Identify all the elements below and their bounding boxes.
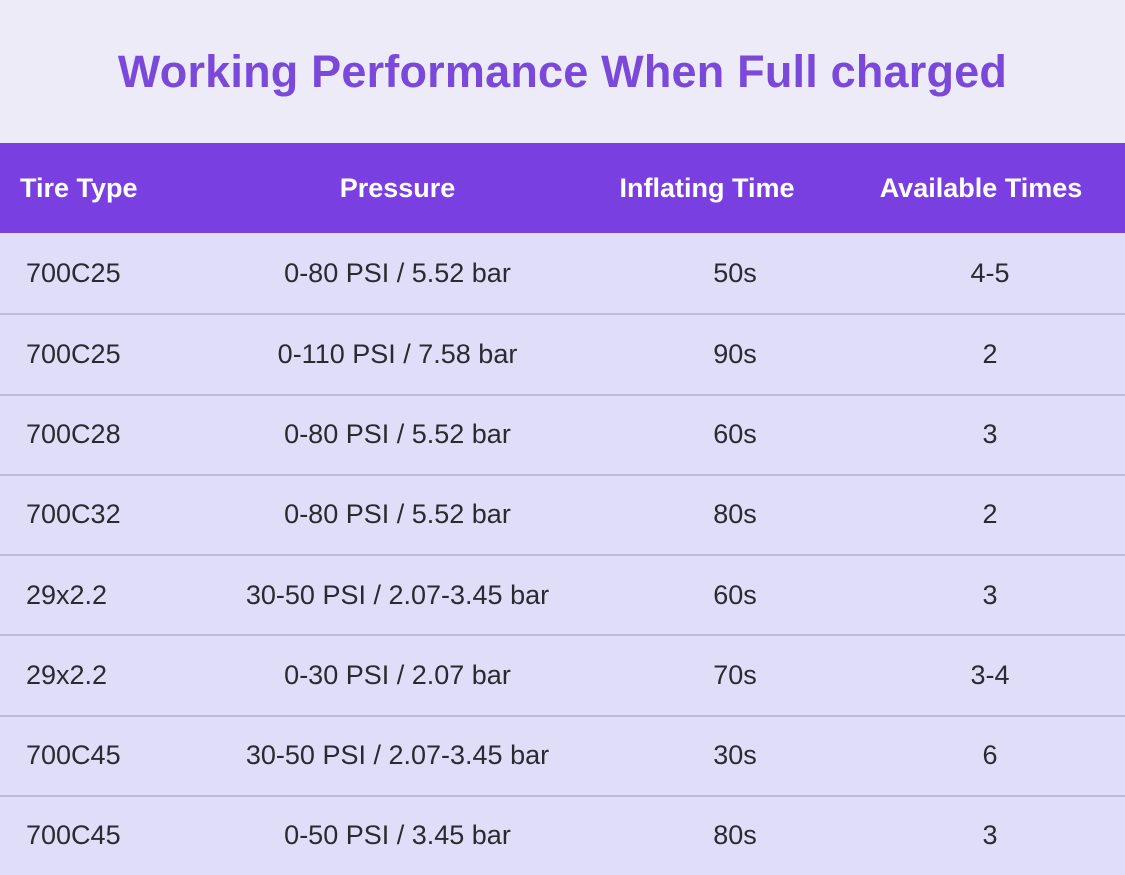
cell-available-times: 3	[982, 579, 998, 610]
cell-tire-type: 700C45	[26, 740, 121, 771]
table-row: 700C28 0-80 PSI / 5.52 bar 60s 3	[0, 393, 1125, 474]
cell-available-times: 4-5	[970, 257, 1010, 288]
cell-pressure: 0-110 PSI / 7.58 bar	[277, 338, 518, 369]
cell-pressure: 0-80 PSI / 5.52 bar	[284, 257, 511, 288]
column-header-pressure: Pressure	[339, 172, 456, 203]
cell-available-times: 2	[982, 338, 998, 369]
title-area: Working Performance When Full charged	[0, 0, 1125, 143]
cell-pressure: 0-30 PSI / 2.07 bar	[284, 659, 511, 690]
table-body: 700C25 0-80 PSI / 5.52 bar 50s 4-5 700C2…	[0, 233, 1125, 875]
cell-available-times: 2	[982, 499, 998, 530]
cell-pressure: 0-80 PSI / 5.52 bar	[284, 499, 511, 530]
cell-pressure: 0-50 PSI / 3.45 bar	[284, 820, 511, 851]
cell-inflating-time: 60s	[713, 419, 757, 450]
cell-inflating-time: 30s	[713, 740, 757, 771]
column-header-inflating-time: Inflating Time	[619, 172, 795, 203]
table-row: 29x2.2 0-30 PSI / 2.07 bar 70s 3-4	[0, 634, 1125, 715]
table-header-row: Tire Type Pressure Inflating Time Availa…	[0, 143, 1125, 233]
cell-tire-type: 700C25	[26, 257, 121, 288]
cell-available-times: 3	[982, 820, 998, 851]
cell-tire-type: 700C25	[26, 338, 121, 369]
cell-available-times: 3-4	[970, 659, 1010, 690]
column-header-tire-type: Tire Type	[20, 172, 138, 203]
cell-inflating-time: 60s	[713, 579, 757, 610]
performance-table: Tire Type Pressure Inflating Time Availa…	[0, 143, 1125, 875]
cell-tire-type: 29x2.2	[26, 579, 108, 610]
column-header-available-times: Available Times	[879, 172, 1083, 203]
table-row: 700C25 0-110 PSI / 7.58 bar 90s 2	[0, 313, 1125, 394]
cell-pressure: 30-50 PSI / 2.07-3.45 bar	[245, 579, 550, 610]
cell-inflating-time: 90s	[713, 338, 757, 369]
cell-tire-type: 29x2.2	[26, 659, 108, 690]
table-row: 700C25 0-80 PSI / 5.52 bar 50s 4-5	[0, 233, 1125, 314]
cell-available-times: 6	[982, 740, 998, 771]
cell-available-times: 3	[982, 419, 998, 450]
cell-inflating-time: 80s	[713, 820, 757, 851]
cell-pressure: 0-80 PSI / 5.52 bar	[284, 419, 511, 450]
table-row: 700C45 0-50 PSI / 3.45 bar 80s 3	[0, 794, 1125, 875]
table-row: 700C45 30-50 PSI / 2.07-3.45 bar 30s 6	[0, 714, 1125, 795]
table-row: 700C32 0-80 PSI / 5.52 bar 80s 2	[0, 473, 1125, 554]
cell-tire-type: 700C45	[26, 820, 121, 851]
cell-inflating-time: 70s	[713, 659, 757, 690]
cell-tire-type: 700C32	[26, 499, 121, 530]
cell-pressure: 30-50 PSI / 2.07-3.45 bar	[245, 740, 550, 771]
cell-inflating-time: 50s	[713, 257, 757, 288]
table-row: 29x2.2 30-50 PSI / 2.07-3.45 bar 60s 3	[0, 554, 1125, 635]
cell-tire-type: 700C28	[26, 419, 121, 450]
page-title: Working Performance When Full charged	[117, 45, 1008, 97]
cell-inflating-time: 80s	[713, 499, 757, 530]
